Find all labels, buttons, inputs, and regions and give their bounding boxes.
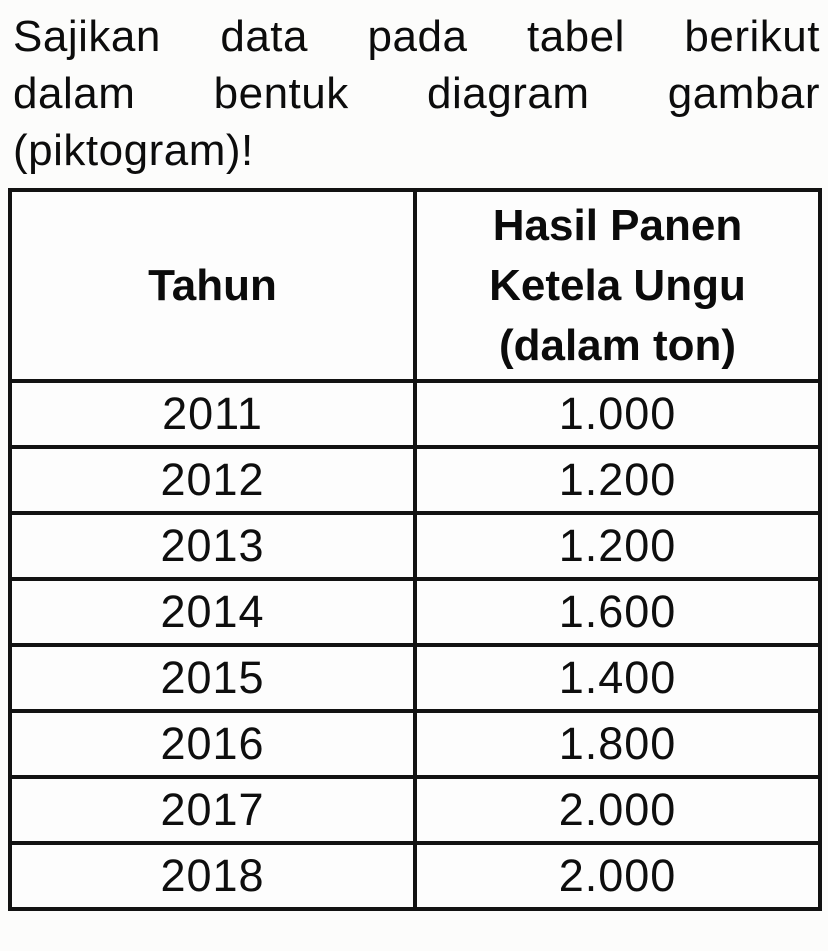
problem-text-line-2: dalam bentuk diagram gambar <box>13 69 820 118</box>
year-cell: 2014 <box>8 577 417 647</box>
column-header-hasil-line-1: Hasil Panen <box>492 200 743 250</box>
table-row: 2014 1.600 <box>8 577 822 647</box>
value-cell: 2.000 <box>413 775 822 845</box>
value-cell: 1.400 <box>413 643 822 713</box>
problem-text-line-1: Sajikan data pada tabel berikut <box>13 12 820 61</box>
year-cell: 2018 <box>8 841 417 911</box>
year-cell: 2016 <box>8 709 417 779</box>
table-row: 2018 2.000 <box>8 841 822 911</box>
year-cell: 2012 <box>8 445 417 515</box>
problem-text: Sajikan data pada tabel berikut dalam be… <box>0 0 828 179</box>
value-cell: 1.600 <box>413 577 822 647</box>
table-row: 2011 1.000 <box>8 379 822 449</box>
table-row: 2017 2.000 <box>8 775 822 845</box>
table-row: 2013 1.200 <box>8 511 822 581</box>
year-cell: 2015 <box>8 643 417 713</box>
problem-text-line-3: (piktogram)! <box>13 126 254 175</box>
harvest-data-table: Tahun Hasil Panen Ketela Ungu (dalam ton… <box>8 188 822 911</box>
table-row: 2016 1.800 <box>8 709 822 779</box>
table-header-row: Tahun Hasil Panen Ketela Ungu (dalam ton… <box>8 188 822 383</box>
column-header-hasil-panen: Hasil Panen Ketela Ungu (dalam ton) <box>413 188 822 383</box>
value-cell: 1.000 <box>413 379 822 449</box>
column-header-hasil-line-3: (dalam ton) <box>498 320 737 370</box>
value-cell: 1.200 <box>413 445 822 515</box>
value-cell: 1.800 <box>413 709 822 779</box>
year-cell: 2013 <box>8 511 417 581</box>
year-cell: 2011 <box>8 379 417 449</box>
year-cell: 2017 <box>8 775 417 845</box>
column-header-hasil-line-2: Ketela Ungu <box>489 260 746 310</box>
value-cell: 1.200 <box>413 511 822 581</box>
column-header-tahun: Tahun <box>8 188 417 383</box>
table-row: 2015 1.400 <box>8 643 822 713</box>
value-cell: 2.000 <box>413 841 822 911</box>
table-row: 2012 1.200 <box>8 445 822 515</box>
